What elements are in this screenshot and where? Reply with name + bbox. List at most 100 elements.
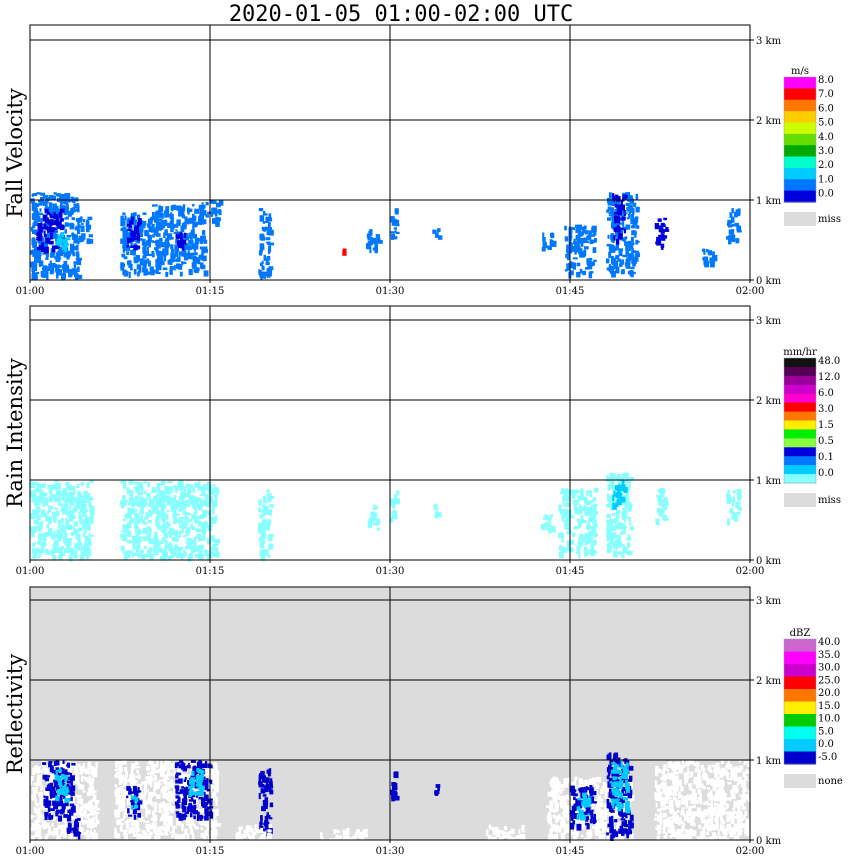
echo-pixel	[578, 778, 583, 783]
legend-swatch	[784, 438, 816, 448]
echo-pixel	[594, 784, 597, 787]
echo-pixel	[737, 491, 740, 495]
echo-pixel	[195, 536, 200, 539]
x-tick-label: 01:45	[556, 566, 585, 577]
echo-pixel	[574, 776, 578, 780]
echo-pixel	[167, 784, 170, 791]
echo-pixel	[137, 787, 140, 793]
echo-pixel	[201, 202, 204, 205]
echo-pixel	[205, 486, 210, 491]
legend-label: 0.5	[818, 436, 834, 447]
echo-pixel	[83, 490, 87, 498]
echo-pixel	[72, 507, 78, 513]
echo-pixel	[52, 511, 56, 517]
echo-pixel	[558, 551, 564, 559]
echo-pixel	[593, 259, 597, 262]
echo-pixel	[59, 800, 64, 807]
echo-pixel	[75, 768, 79, 775]
echo-pixel	[567, 245, 570, 252]
echo-pixel	[75, 499, 81, 505]
echo-pixel	[267, 833, 272, 840]
echo-pixel	[496, 831, 500, 834]
echo-pixel	[609, 518, 614, 526]
echo-pixel	[72, 233, 76, 240]
echo-pixel	[592, 819, 597, 823]
echo-pixel	[577, 497, 580, 502]
echo-pixel	[114, 784, 117, 788]
echo-pixel	[617, 797, 622, 802]
echo-pixel	[621, 523, 625, 530]
echo-pixel	[91, 799, 95, 802]
echo-pixel	[120, 822, 123, 826]
echo-pixel	[391, 782, 396, 786]
echo-pixel	[160, 529, 164, 533]
echo-pixel	[133, 486, 137, 490]
echo-pixel	[204, 784, 209, 791]
echo-pixel	[212, 512, 215, 515]
echo-pixel	[60, 794, 65, 797]
echo-pixel	[148, 537, 152, 544]
echo-pixel	[83, 528, 87, 534]
echo-pixel	[49, 213, 53, 216]
echo-pixel	[628, 213, 631, 219]
echo-pixel	[158, 803, 162, 810]
echo-pixel	[65, 193, 70, 196]
echo-pixel	[195, 826, 199, 830]
echo-pixel	[37, 775, 41, 780]
echo-pixel	[115, 787, 121, 792]
echo-pixel	[613, 263, 618, 270]
echo-pixel	[178, 263, 183, 270]
echo-pixel	[127, 229, 132, 231]
echo-pixel	[45, 501, 49, 506]
echo-pixel	[127, 511, 131, 515]
echo-pixel	[200, 493, 205, 497]
echo-pixel	[177, 205, 180, 211]
echo-pixel	[60, 202, 63, 206]
echo-pixel	[608, 542, 611, 545]
echo-pixel	[597, 801, 603, 806]
legend-swatch	[784, 358, 816, 368]
echo-pixel	[630, 266, 635, 270]
echo-pixel	[124, 236, 130, 240]
echo-pixel	[155, 223, 161, 231]
echo-pixel	[589, 500, 594, 504]
echo-pixel	[196, 775, 202, 780]
echo-pixel	[215, 515, 218, 522]
echo-pixel	[158, 495, 164, 501]
echo-pixel	[30, 814, 33, 820]
echo-pixel	[60, 524, 65, 527]
echo-pixel	[149, 528, 152, 533]
echo-pixel	[564, 225, 567, 231]
echo-pixel	[554, 800, 558, 806]
echo-pixel	[147, 271, 152, 275]
echo-pixel	[268, 245, 272, 253]
echo-pixel	[619, 830, 622, 838]
echo-pixel	[73, 825, 78, 832]
echo-pixel	[78, 511, 81, 517]
echo-pixel	[64, 771, 69, 777]
echo-pixel	[198, 555, 204, 560]
echo-pixel	[570, 814, 574, 821]
echo-pixel	[548, 518, 551, 526]
echo-pixel	[167, 480, 173, 483]
y-tick-label: 0 km	[756, 276, 782, 287]
echo-pixel	[74, 818, 79, 826]
echo-pixel	[161, 261, 165, 266]
echo-pixel	[625, 262, 631, 269]
legend-label: 5.0	[818, 118, 834, 129]
echo-pixel	[70, 807, 75, 812]
echo-pixel	[205, 769, 211, 775]
echo-pixel	[582, 229, 586, 233]
x-tick-label: 01:45	[556, 286, 585, 297]
echo-pixel	[508, 831, 512, 834]
echo-pixel	[376, 527, 380, 531]
echo-pixel	[618, 250, 623, 257]
echo-pixel	[181, 261, 184, 266]
echo-pixel	[519, 834, 523, 839]
echo-pixel	[49, 516, 53, 519]
echo-pixel	[127, 232, 130, 237]
echo-pixel	[121, 253, 126, 258]
echo-pixel	[629, 782, 633, 788]
legend-swatch	[784, 420, 816, 430]
echo-pixel	[193, 823, 196, 829]
